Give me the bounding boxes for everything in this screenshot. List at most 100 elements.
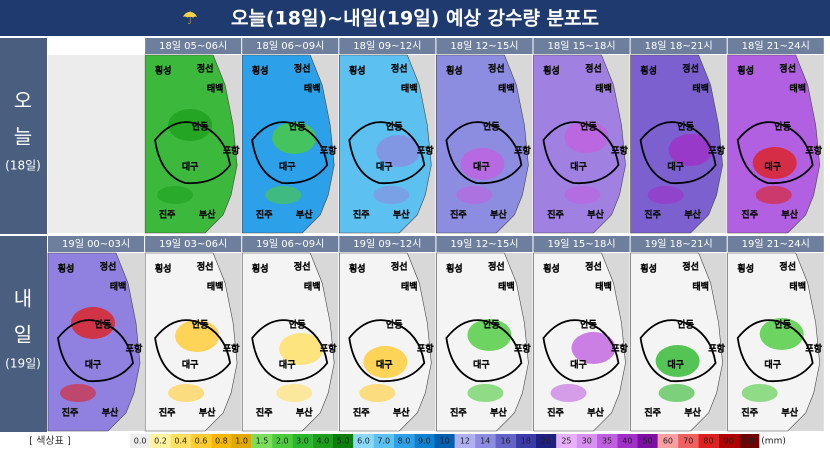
place-label: 정선 [682,63,699,75]
place-label: 정선 [779,63,796,75]
place-label: 포항 [805,145,822,157]
legend-swatch [393,434,415,448]
province-border [154,121,232,185]
place-label: 정선 [585,261,602,273]
province-border [639,121,717,185]
place-label: 부산 [490,407,507,419]
rain-area [755,186,792,204]
place-label: 포항 [611,145,628,157]
place-label: 포항 [223,343,240,355]
rain-area [467,384,504,402]
place-label: 포항 [223,145,240,157]
rain-area [168,109,213,141]
place-label: 부산 [199,407,216,419]
panel-header-bg [533,38,630,54]
legend-label: 80 [703,437,713,446]
place-label: 대구 [667,161,684,173]
place-label: 대구 [764,359,781,371]
place-label: 진주 [353,407,370,419]
panel-time: 18일 06~09시 [256,40,324,52]
place-label: 정선 [100,261,117,273]
province-border [251,319,329,383]
place-label: 대구 [279,161,296,173]
province-border [639,319,717,383]
place-label: 태백 [692,83,709,95]
province-border [445,319,523,383]
legend-swatch [251,434,273,448]
legend-swatch [475,434,496,448]
legend-label: 10 [440,437,450,446]
place-label: 안동 [774,122,791,133]
place-label: 정선 [197,63,214,75]
legend-swatch [373,434,394,448]
place-label: 태백 [789,281,806,293]
rain-area [647,186,684,204]
place-label: 정선 [488,63,505,75]
legend-label: 5.0 [337,437,350,446]
row-label-bg [0,38,47,234]
rain-area [456,186,493,204]
legend-swatch [292,434,313,448]
legend-label: 7.0 [377,437,390,446]
place-label: 포항 [708,145,725,157]
place-label: 횡성 [349,263,366,275]
place-label: 진주 [644,407,661,419]
place-label: 태백 [401,83,418,95]
province-border [251,121,329,185]
place-label: 안동 [774,320,791,331]
place-label: 안동 [192,122,209,133]
legend-swatch [272,434,293,448]
place-label: 대구 [85,359,102,371]
legend-swatch [515,434,536,448]
legend-swatch [231,434,252,448]
panel-time: 18일 12~15시 [450,40,518,52]
place-label: 대구 [182,359,199,371]
legend-label: 12 [460,437,470,446]
title: 오늘(18일)~내일(19일) 예상 강수량 분포도 [231,8,599,30]
legend-swatch [556,434,577,448]
panel-header-bg [145,236,242,252]
title-bar [0,0,830,36]
rain-area [658,384,695,402]
legend-label: 40 [622,437,632,446]
legend-swatch [657,434,679,448]
place-label: 태백 [304,83,321,95]
rain-area [460,148,505,180]
place-label: 횡성 [446,65,463,77]
place-label: 부산 [199,209,216,221]
place-label: 안동 [483,122,500,133]
place-label: 횡성 [737,65,754,77]
panel-time: 18일 09~12시 [353,40,421,52]
legend-label: 100 [742,437,757,446]
place-label: 태백 [401,281,418,293]
place-label: 대구 [570,359,587,371]
place-label: 대구 [279,359,296,371]
place-label: 횡성 [155,65,172,77]
place-label: 진주 [741,407,758,419]
legend-label: 14 [480,437,490,446]
panel-time: 18일 21~24시 [742,40,810,52]
legend-swatch [739,434,760,448]
land [727,54,821,234]
legend-label: 0.8 [215,437,228,446]
row-label: 늘 [14,125,32,149]
rain-area [741,384,778,402]
panel-time: 19일 03~06시 [159,238,227,250]
province-border [57,319,134,383]
place-label: 부산 [684,209,701,221]
place-label: 포항 [320,145,337,157]
place-label: 부산 [393,209,410,221]
land [436,54,529,234]
rain-area [655,345,700,377]
province-border [542,121,620,185]
legend-swatch [333,434,354,448]
row-label: 내 [14,287,32,311]
place-label: 횡성 [737,263,754,275]
row-label: 일 [14,323,32,347]
panel-time: 19일 21~24시 [742,238,810,250]
place-label: 부산 [393,407,410,419]
rain-area [564,186,601,204]
